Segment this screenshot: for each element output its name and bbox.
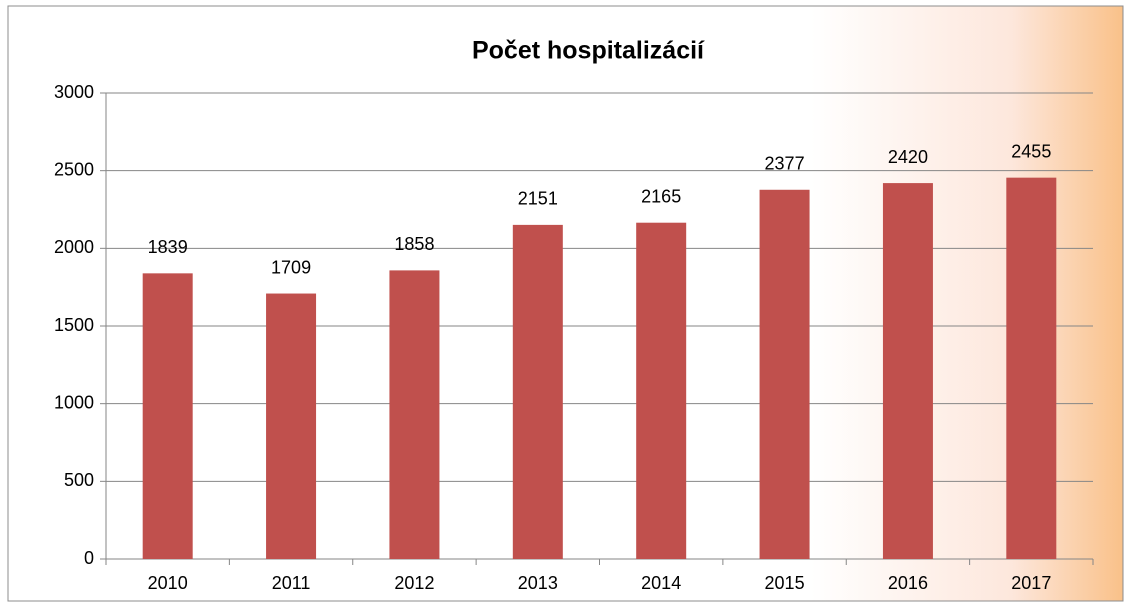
bar xyxy=(1006,177,1057,559)
bar xyxy=(142,273,193,559)
y-tick-label: 1500 xyxy=(54,315,94,335)
data-label: 1858 xyxy=(394,234,434,254)
data-label: 2165 xyxy=(641,186,681,206)
data-label: 2151 xyxy=(518,189,558,209)
y-tick-label: 2500 xyxy=(54,159,94,179)
y-tick-label: 0 xyxy=(84,548,94,568)
data-label: 2420 xyxy=(888,147,928,167)
data-label: 2377 xyxy=(765,154,805,174)
data-label: 2455 xyxy=(1011,141,1051,161)
data-label: 1839 xyxy=(148,237,188,257)
x-tick-label: 2017 xyxy=(1011,573,1051,593)
x-tick-label: 2016 xyxy=(888,573,928,593)
x-tick-label: 2014 xyxy=(641,573,681,593)
y-tick-label: 1000 xyxy=(54,392,94,412)
x-tick-label: 2011 xyxy=(272,573,311,593)
bar xyxy=(266,293,317,559)
x-tick-label: 2010 xyxy=(148,573,188,593)
chart-background xyxy=(7,5,1124,602)
bar xyxy=(512,224,563,560)
bar xyxy=(759,189,810,560)
y-tick-label: 2000 xyxy=(54,237,94,257)
bar xyxy=(882,183,933,560)
x-tick-label: 2012 xyxy=(394,573,434,593)
data-label: 1709 xyxy=(271,257,311,277)
y-tick-label: 3000 xyxy=(54,82,94,102)
bar xyxy=(636,222,687,559)
chart-title: Počet hospitalizácií xyxy=(472,37,705,65)
bar xyxy=(389,270,440,559)
x-tick-label: 2015 xyxy=(765,573,805,593)
x-tick-label: 2013 xyxy=(518,573,558,593)
y-tick-label: 500 xyxy=(64,470,94,490)
